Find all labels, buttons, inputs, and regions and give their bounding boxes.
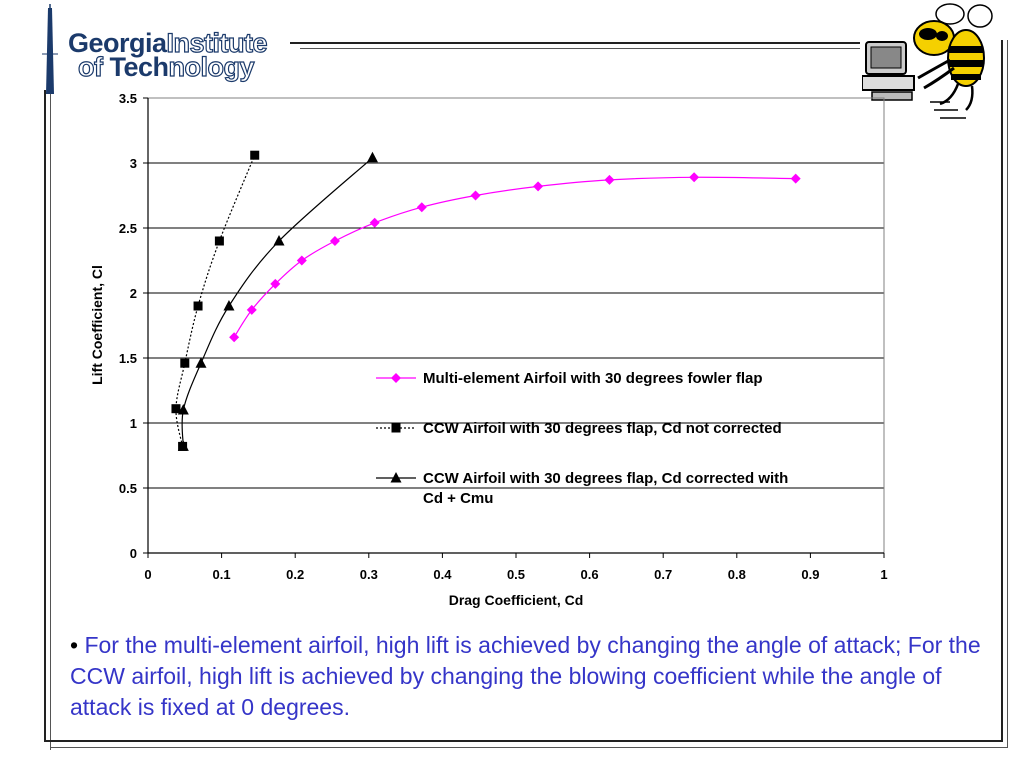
legend-marker-triangle	[390, 472, 402, 483]
data-point-diamond	[689, 172, 700, 183]
series-diamond	[229, 172, 801, 343]
series-line	[181, 157, 373, 447]
logo-word-georgia: Georgia	[68, 28, 167, 58]
logo-line-1: GeorgiaInstitute	[68, 28, 268, 58]
data-point-triangle	[177, 440, 189, 451]
y-tick-label: 1.5	[119, 351, 137, 366]
data-point-diamond	[790, 173, 801, 184]
slide-frame-top-shadow	[300, 48, 860, 49]
data-point-square	[193, 301, 203, 311]
slide-frame-bottom-shadow	[50, 747, 1008, 748]
x-tick-label: 1	[880, 567, 887, 582]
data-point-square	[171, 404, 181, 414]
x-axis-label: Drag Coefficient, Cd	[449, 592, 584, 608]
slide-frame-bottom	[44, 740, 1003, 742]
legend-label: CCW Airfoil with 30 degrees flap, Cd not…	[423, 420, 782, 437]
bullet-text: For the multi-element airfoil, high lift…	[70, 632, 981, 720]
data-point-triangle	[273, 235, 285, 246]
data-point-diamond	[533, 181, 544, 192]
data-point-diamond	[470, 190, 481, 201]
y-tick-label: 2	[130, 286, 137, 301]
data-point-diamond	[416, 202, 427, 213]
series-line	[233, 176, 796, 338]
x-tick-label: 0.3	[360, 567, 378, 582]
data-point-diamond	[604, 174, 615, 185]
georgia-tech-logo: GeorgiaInstitute of Technology	[6, 4, 306, 96]
data-point-triangle	[177, 404, 189, 415]
chart-axes: 0 0.5 1 1.5 2 2.5 3 3.5 0 0.1 0.2 0.3 0.4 0.5 0.6 0.7 0.…	[119, 91, 888, 582]
data-point-diamond	[246, 304, 257, 315]
data-point-diamond	[229, 332, 240, 343]
logo-word-nology: nology	[168, 52, 255, 82]
x-tick-label: 0	[144, 567, 151, 582]
legend-label: Multi-element Airfoil with 30 degrees fo…	[423, 370, 763, 387]
yellow-jacket-mascot-icon	[862, 3, 993, 119]
logo-word-of: of	[77, 52, 110, 82]
x-tick-label: 0.6	[581, 567, 599, 582]
series-triangle	[177, 151, 378, 451]
y-axis-label: Lift Coefficient, Cl	[89, 265, 105, 385]
slide-frame-left-shadow	[50, 90, 51, 750]
series-line	[175, 154, 256, 447]
data-point-square	[250, 150, 260, 160]
bullet-symbol: •	[70, 632, 79, 658]
logo-word-institute: Institute	[166, 28, 268, 58]
x-tick-label: 0.9	[801, 567, 819, 582]
data-point-triangle	[195, 357, 207, 368]
data-point-diamond	[369, 217, 380, 228]
data-point-triangle	[223, 300, 235, 311]
x-tick-label: 0.5	[507, 567, 525, 582]
y-tick-label: 2.5	[119, 221, 137, 236]
data-point-diamond	[270, 278, 281, 289]
logo-line-2: of Technology	[77, 52, 255, 82]
bullet-paragraph: • For the multi-element airfoil, high li…	[70, 630, 990, 723]
slide-frame-left	[44, 90, 46, 740]
logo-word-tech: Tech	[109, 52, 170, 82]
y-tick-label: 1	[130, 416, 137, 431]
y-tick-label: 3.5	[119, 91, 137, 106]
legend-label: CCW Airfoil with 30 degrees flap, Cd cor…	[423, 470, 788, 487]
y-tick-label: 0.5	[119, 481, 137, 496]
legend-marker-diamond	[391, 373, 401, 383]
x-tick-label: 0.2	[286, 567, 304, 582]
y-tick-label: 0	[130, 546, 137, 561]
x-tick-label: 0.1	[213, 567, 231, 582]
data-point-square	[180, 358, 190, 368]
legend-marker-square	[391, 423, 401, 433]
chart-series	[171, 150, 801, 451]
data-point-diamond	[296, 255, 307, 266]
slide-frame-top	[290, 42, 860, 44]
legend-label: Cd + Cmu	[423, 490, 493, 507]
slide-frame-right	[1001, 40, 1003, 742]
slide-frame-right-shadow	[1007, 40, 1008, 748]
x-tick-label: 0.4	[433, 567, 452, 582]
y-tick-label: 3	[130, 156, 137, 171]
data-point-diamond	[329, 236, 340, 246]
x-tick-label: 0.7	[654, 567, 672, 582]
x-tick-label: 0.8	[728, 567, 746, 582]
data-point-square	[214, 236, 224, 246]
data-point-triangle	[366, 151, 378, 163]
chart-legend: Multi-element Airfoil with 30 degrees fo…	[376, 370, 788, 507]
tech-tower-icon	[42, 4, 58, 94]
